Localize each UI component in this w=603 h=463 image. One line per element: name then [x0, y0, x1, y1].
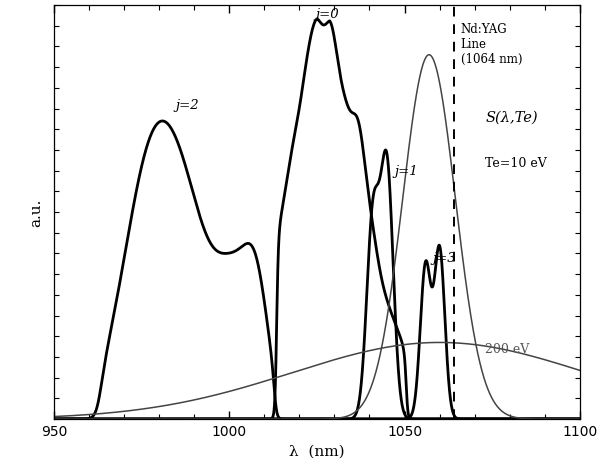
Text: S(λ,Te): S(λ,Te)	[485, 111, 538, 125]
X-axis label: λ  (nm): λ (nm)	[289, 444, 345, 457]
Y-axis label: a.u.: a.u.	[30, 199, 43, 227]
Text: j=3: j=3	[432, 251, 456, 264]
Text: Te=10 eV: Te=10 eV	[485, 156, 547, 169]
Text: Nd:YAG
Line
(1064 nm): Nd:YAG Line (1064 nm)	[461, 23, 522, 65]
Text: 200 eV: 200 eV	[485, 343, 529, 356]
Text: j=0: j=0	[315, 7, 339, 20]
Text: j=1: j=1	[394, 165, 418, 178]
Text: j=2: j=2	[175, 99, 199, 112]
